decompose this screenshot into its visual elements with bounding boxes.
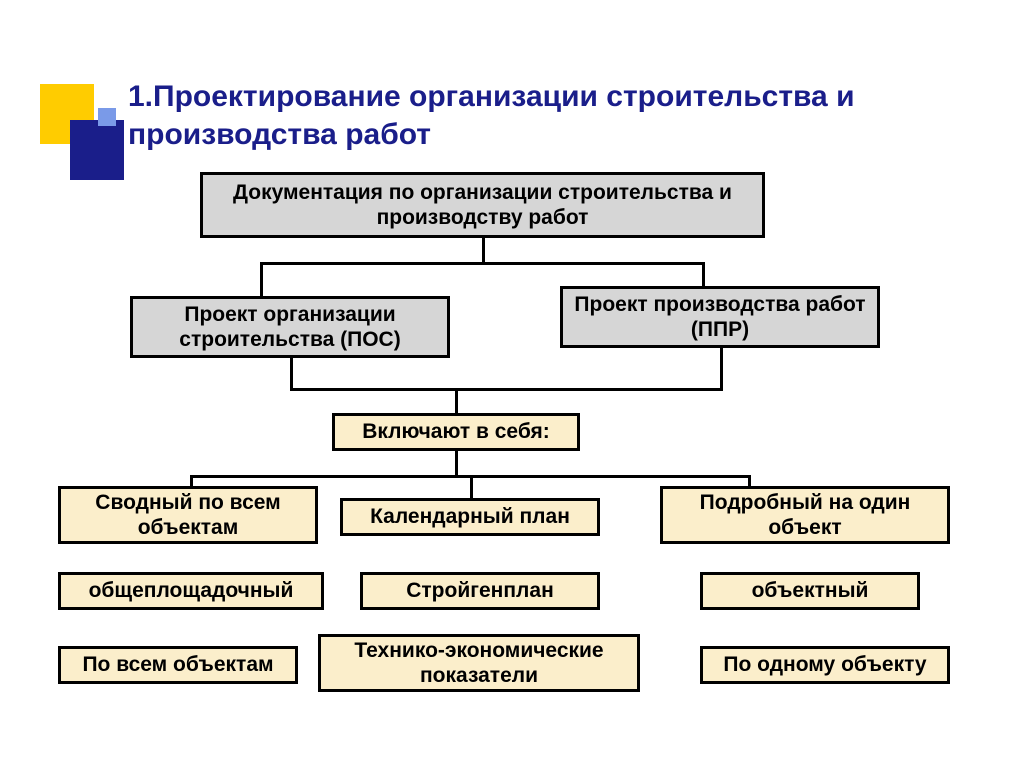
node-ppr: Проект производства работ (ППР) — [560, 286, 880, 348]
connector-line — [748, 475, 751, 487]
connector-line — [720, 348, 723, 388]
node-row1-left: Сводный по всем объектам — [58, 486, 318, 544]
node-row3-left: По всем объектам — [58, 646, 298, 684]
connector-line — [290, 358, 293, 388]
decor-navy-square — [70, 120, 124, 180]
node-row3-center: Технико-экономические показатели — [318, 634, 640, 692]
decor-blue-square — [98, 108, 116, 126]
node-root: Документация по организации строительств… — [200, 172, 765, 238]
node-row3-right: По одному объекту — [700, 646, 950, 684]
connector-line — [470, 475, 473, 498]
node-row1-center: Календарный план — [340, 498, 600, 536]
connector-line — [260, 262, 263, 296]
connector-line — [482, 238, 485, 262]
connector-line — [290, 388, 723, 391]
connector-line — [260, 262, 705, 265]
node-row1-right: Подробный на один объект — [660, 486, 950, 544]
connector-line — [455, 388, 458, 413]
node-row2-center: Стройгенплан — [360, 572, 600, 610]
connector-line — [702, 262, 705, 286]
page-title: 1.Проектирование организации строительст… — [128, 78, 948, 153]
connector-line — [455, 451, 458, 475]
node-row2-left: общеплощадочный — [58, 572, 324, 610]
connector-line — [190, 475, 193, 487]
node-row2-right: объектный — [700, 572, 920, 610]
node-pos: Проект организации строительства (ПОС) — [130, 296, 450, 358]
node-include: Включают в себя: — [332, 413, 580, 451]
